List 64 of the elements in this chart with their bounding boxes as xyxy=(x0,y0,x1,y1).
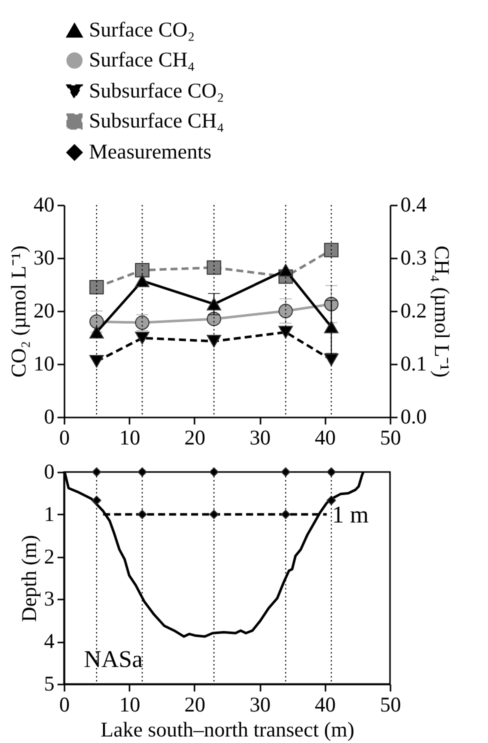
point xyxy=(326,496,336,506)
point xyxy=(280,510,290,520)
legend-label: Subsurface CH₄ xyxy=(89,108,224,132)
point xyxy=(209,510,219,520)
y-tick-label: 3 xyxy=(44,586,54,611)
legend-label: Surface CO₂ xyxy=(89,18,195,42)
y2-tick-label: 0.0 xyxy=(400,404,427,428)
x-axis-title: Lake south–north transect (m) xyxy=(100,718,354,742)
point xyxy=(324,320,339,334)
y-tick-label: 0 xyxy=(44,460,54,484)
point xyxy=(206,298,222,310)
x-tick-label: 50 xyxy=(380,426,401,450)
x-tick-label: 0 xyxy=(59,692,70,716)
point xyxy=(324,353,339,366)
annotation: NASa xyxy=(84,647,144,673)
y-axis-title: Depth (m) xyxy=(17,535,41,622)
text: Measurements xyxy=(89,140,212,164)
y2-tick-label: 0.4 xyxy=(400,192,428,216)
x-tick-label: 10 xyxy=(119,426,140,450)
point xyxy=(206,334,222,348)
annotation: 1 m xyxy=(332,502,369,528)
y-tick-label: 1 xyxy=(44,502,54,526)
y-tick-label: 0 xyxy=(44,404,54,428)
point xyxy=(135,262,150,278)
y-tick-label: 2 xyxy=(44,544,54,568)
point xyxy=(278,264,293,276)
y-tick-label: 10 xyxy=(34,352,54,376)
point xyxy=(278,304,293,318)
x-tick-label: 30 xyxy=(250,426,271,450)
x-tick-label: 40 xyxy=(314,692,336,716)
point xyxy=(89,355,104,368)
point xyxy=(324,242,339,258)
legend-label: Subsurface CO₂ xyxy=(89,78,224,102)
x-tick-label: 20 xyxy=(184,426,206,450)
point xyxy=(206,260,222,275)
y-tick-label: 5 xyxy=(44,672,54,696)
legend-label: Surface CH₄ xyxy=(89,48,195,72)
y2-axis-title: CH₄ (µmol L⁻¹) xyxy=(430,246,454,378)
y2-tick-label: 0.3 xyxy=(400,246,427,270)
y-axis-title: CO₂ (µmol L⁻¹) xyxy=(6,246,30,378)
point xyxy=(135,332,150,344)
point xyxy=(92,496,102,506)
point xyxy=(89,280,104,294)
x-tick-label: 0 xyxy=(59,426,70,450)
point xyxy=(209,467,219,477)
point xyxy=(138,467,147,477)
point xyxy=(138,510,147,520)
y-tick-label: 20 xyxy=(34,298,54,322)
point xyxy=(89,326,104,339)
point xyxy=(278,326,293,339)
y2-tick-label: 0.2 xyxy=(400,298,427,322)
y-tick-label: 4 xyxy=(44,629,55,654)
point xyxy=(280,467,290,477)
x-tick-label: 30 xyxy=(250,692,271,716)
x-tick-label: 40 xyxy=(314,426,336,450)
x-tick-label: 20 xyxy=(184,692,206,716)
x-tick-label: 50 xyxy=(380,692,401,716)
point xyxy=(135,274,150,288)
point xyxy=(92,467,102,477)
y2-tick-label: 0.1 xyxy=(400,352,427,376)
x-tick-label: 10 xyxy=(119,692,140,716)
y-tick-label: 40 xyxy=(34,192,54,216)
y-tick-label: 30 xyxy=(34,246,54,270)
point xyxy=(326,467,336,477)
